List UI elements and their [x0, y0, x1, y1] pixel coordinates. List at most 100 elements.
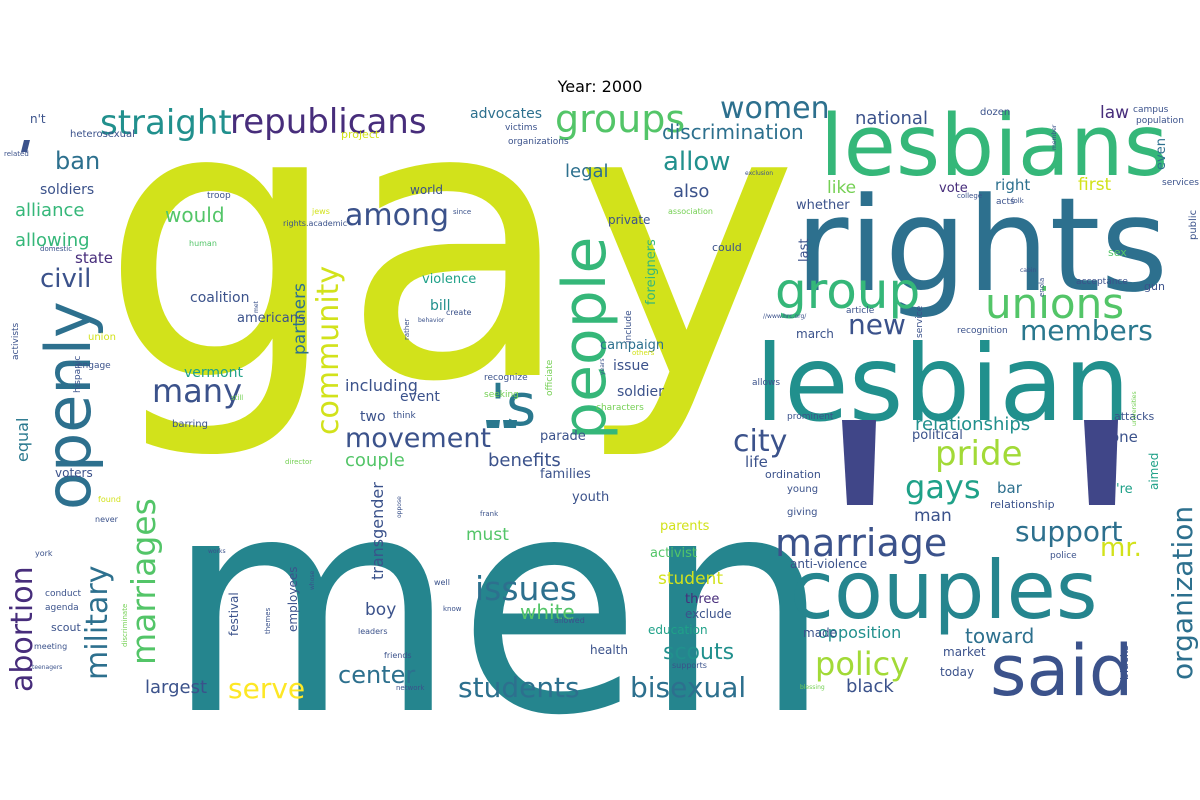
word-folk: folk: [1011, 197, 1025, 205]
word-youth: youth: [572, 490, 609, 505]
word-relationship: relationship: [990, 498, 1055, 511]
word-seeking: seeking: [484, 390, 519, 400]
word-coalition: coalition: [190, 290, 249, 306]
word-ordination: ordination: [765, 468, 821, 481]
word-still: still: [231, 394, 243, 402]
word-man: man: [914, 506, 952, 526]
word-abortion: abortion: [5, 566, 40, 692]
word-people: people: [550, 237, 620, 440]
word-include: include: [624, 310, 634, 343]
word-movement: movement: [345, 423, 491, 454]
word-voters: voters: [55, 466, 93, 480]
word-scout: scout: [51, 621, 81, 634]
quote-mark-right-bar: [1084, 420, 1118, 505]
word-allow: allow: [663, 147, 731, 177]
word-republicans: republicans: [230, 102, 427, 142]
word-union: union: [88, 332, 116, 343]
word-many: many: [152, 372, 242, 410]
word-festival: festival: [227, 592, 241, 636]
word-universities: universities: [1131, 391, 1138, 426]
word-rather: rather: [403, 318, 411, 340]
word-soldier: soldier: [617, 384, 664, 400]
word-article: article: [846, 306, 875, 316]
word-city: city: [733, 424, 787, 459]
word-employees: employees: [286, 567, 300, 632]
word-law: law: [1100, 103, 1129, 123]
word-met: met: [253, 300, 260, 313]
word-said: said: [990, 630, 1133, 712]
word-advocates: advocates: [470, 106, 542, 122]
word-recognition: recognition: [957, 326, 1008, 336]
word-must: must: [466, 525, 509, 545]
word-toward: toward: [965, 624, 1034, 648]
word-marriage: marriage: [775, 521, 947, 565]
word-public: public: [1188, 210, 1199, 240]
word-meeting: meeting: [34, 642, 67, 651]
word-related: related: [4, 150, 29, 158]
word-world: world: [410, 183, 443, 197]
word-frank: frank: [480, 510, 499, 518]
word-men: men: [165, 432, 832, 781]
word-mr: mr.: [1100, 533, 1142, 563]
word-teenagers: teenagers: [32, 664, 62, 671]
word-civil: civil: [40, 264, 91, 294]
word-ban: ban: [55, 147, 100, 175]
word-anti-violence: anti-violence: [790, 557, 867, 571]
word-oppose: oppose: [396, 496, 403, 518]
word-white: white: [520, 600, 575, 624]
word-discriminate: discriminate: [121, 604, 129, 647]
word-themes: themes: [264, 607, 272, 634]
word-opposition: opposition: [818, 623, 901, 642]
word-whose: whose: [309, 570, 316, 590]
word-rights-academic: rights.academic: [283, 219, 347, 228]
word-issues: issues: [475, 569, 577, 608]
word-policy: policy: [815, 645, 909, 683]
word-lesbian: lesbian: [755, 323, 1130, 445]
word-campaign: campaign: [600, 338, 664, 353]
word-conduct: conduct: [45, 589, 82, 599]
word-create: create: [446, 308, 471, 317]
word-community: community: [311, 266, 346, 435]
quote-mark-small-2: [503, 420, 517, 428]
word-women: women: [720, 91, 830, 126]
word-last: last: [797, 239, 812, 262]
word-campus: campus: [1133, 105, 1169, 115]
word-parade: parade: [540, 429, 586, 444]
word-two: two: [360, 409, 386, 425]
word-never: never: [95, 515, 119, 524]
word-straight: straight: [100, 103, 232, 143]
word-health: health: [590, 643, 628, 657]
word-think: think: [393, 411, 416, 421]
word-market: market: [943, 645, 986, 659]
word-aimed: aimed: [1147, 453, 1161, 490]
word-gay: gay: [100, 22, 799, 465]
word-right: right: [995, 176, 1030, 194]
word-benefits: benefits: [488, 450, 561, 471]
word-activist: activist: [650, 546, 697, 561]
word-issue: issue: [613, 358, 649, 374]
word-march: march: [796, 327, 834, 341]
word-hispanic: hispanic: [73, 356, 83, 393]
word-even: even: [1154, 138, 1169, 170]
word-boy: boy: [365, 600, 396, 620]
word-york: york: [35, 549, 53, 558]
word-cabin: cabin: [1020, 267, 1036, 274]
word-allowed: allowed: [554, 616, 585, 625]
word-rights: rights: [795, 169, 1168, 321]
word-services: services: [1162, 178, 1199, 188]
word-unions: unions: [985, 279, 1124, 328]
word-center: center: [338, 661, 415, 689]
word-member: member: [1051, 124, 1058, 150]
word-legal: legal: [565, 161, 609, 182]
word-partners: partners: [290, 283, 310, 355]
word-equal: equal: [13, 418, 32, 462]
word-acts: acts: [996, 197, 1015, 207]
word-bar: bar: [997, 479, 1023, 497]
chart-title: Year: 2000: [557, 77, 643, 96]
word-private: private: [608, 213, 650, 227]
word-including: including: [345, 376, 418, 395]
word-soldiers: soldiers: [40, 182, 94, 198]
word-would: would: [165, 203, 225, 227]
word-n-t: n't: [30, 112, 46, 126]
word-young: young: [787, 484, 818, 495]
